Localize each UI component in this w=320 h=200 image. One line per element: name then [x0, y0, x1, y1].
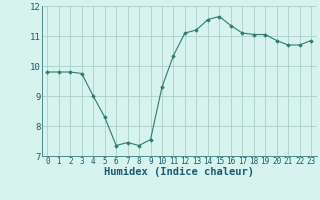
X-axis label: Humidex (Indice chaleur): Humidex (Indice chaleur) [104, 167, 254, 177]
